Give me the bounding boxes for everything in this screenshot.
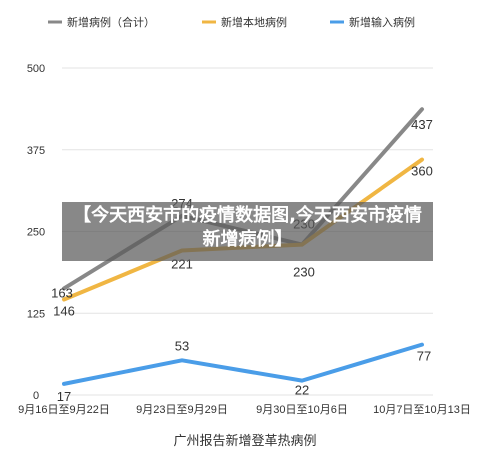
legend: 新增病例（合计） 新增本地病例 新增输入病例 — [48, 15, 415, 29]
data-label: 163 — [51, 285, 73, 300]
x-tick-label: 10月7日至10月13日 — [373, 404, 471, 416]
data-label: 53 — [175, 338, 189, 353]
x-tick-label: 9月30日至10月6日 — [256, 404, 348, 416]
data-label: 77 — [417, 349, 431, 364]
series-line — [62, 342, 424, 386]
y-tick-label: 0 — [33, 390, 39, 402]
legend-entry: 新增本地病例 — [221, 15, 287, 29]
legend-entry: 新增输入病例 — [349, 15, 415, 29]
x-tick-label: 9月23日至9月29日 — [136, 404, 228, 416]
data-label: 360 — [411, 164, 433, 179]
x-tick-labels: 9月16日至9月22日 9月23日至9月29日 9月30日至10月6日 10月7日至1… — [18, 404, 471, 416]
y-tick-label: 375 — [27, 145, 45, 157]
y-tick-labels: 0 125 250 375 500 — [27, 63, 45, 402]
data-label: 17 — [57, 389, 71, 404]
x-tick-label: 9月16日至9月22日 — [18, 404, 110, 416]
y-tick-label: 250 — [27, 227, 45, 239]
y-tick-label: 500 — [27, 63, 45, 75]
data-label: 146 — [53, 304, 75, 319]
chart-title: 广州报告新增登革热病例 — [173, 433, 316, 448]
y-tick-label: 125 — [27, 308, 45, 320]
data-label: 437 — [411, 117, 433, 132]
legend-entry: 新增病例（合计） — [67, 15, 155, 29]
overlay-banner: 【今天西安市的疫情数据图,今天西安市疫情新增病例】 — [62, 202, 433, 261]
data-label: 22 — [295, 383, 309, 398]
data-label: 230 — [293, 265, 315, 280]
overlay-caption: 【今天西安市的疫情数据图,今天西安市疫情新增病例】 — [73, 205, 422, 250]
